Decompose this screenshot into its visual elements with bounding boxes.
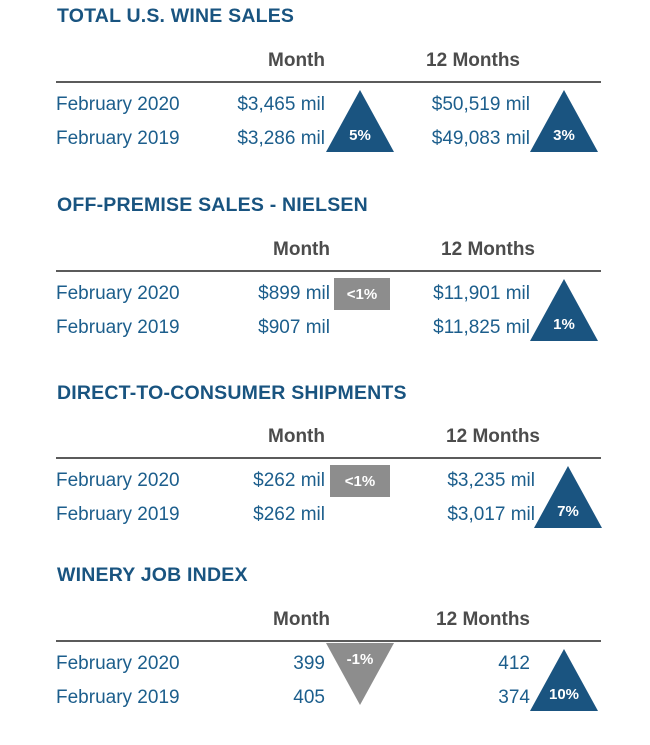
month-change-indicator-triangle-down-icon: -1%	[326, 643, 394, 705]
month-change-value: 5%	[349, 127, 371, 144]
column-header-12-months: 12 Months	[426, 50, 520, 71]
column-header-month: Month	[268, 426, 325, 447]
row-label: February 2020	[56, 94, 180, 115]
twelve-month-change-indicator-triangle-up-icon: 10%	[530, 649, 598, 711]
twelve-month-value: 412	[498, 653, 530, 674]
twelve-month-change-value: 3%	[553, 127, 575, 144]
twelve-month-change-value: 1%	[553, 316, 575, 333]
table-rule	[56, 640, 601, 642]
row-label: February 2020	[56, 283, 180, 304]
twelve-month-value: 374	[498, 687, 530, 708]
month-value: 399	[293, 653, 325, 674]
twelve-month-value: $11,825 mil	[433, 317, 530, 338]
section-title: OFF-PREMISE SALES - NIELSEN	[57, 194, 368, 216]
column-header-12-months: 12 Months	[436, 609, 530, 630]
month-change-indicator-flat-badge: <1%	[334, 278, 390, 310]
twelve-month-change-indicator-triangle-up-icon: 1%	[530, 279, 598, 341]
twelve-month-value: $11,901 mil	[433, 283, 530, 304]
twelve-month-change-indicator-triangle-up-icon: 3%	[530, 90, 598, 152]
table-rule	[56, 270, 601, 272]
column-header-12-months: 12 Months	[446, 426, 540, 447]
row-label: February 2019	[56, 687, 180, 708]
row-label: February 2020	[56, 653, 180, 674]
twelve-month-value: $3,017 mil	[447, 504, 535, 525]
month-value: $262 mil	[253, 504, 325, 525]
month-change-value: <1%	[346, 285, 378, 303]
row-label: February 2019	[56, 317, 180, 338]
column-header-month: Month	[273, 609, 330, 630]
month-value: $3,465 mil	[237, 94, 325, 115]
month-change-value: <1%	[344, 472, 376, 490]
column-header-12-months: 12 Months	[441, 239, 535, 260]
column-header-month: Month	[268, 50, 325, 71]
section-title: TOTAL U.S. WINE SALES	[57, 5, 295, 27]
month-change-value: -1%	[346, 651, 374, 668]
twelve-month-change-value: 10%	[548, 686, 580, 703]
twelve-month-change-indicator-triangle-up-icon: 7%	[534, 466, 602, 528]
section-title: WINERY JOB INDEX	[57, 564, 248, 586]
twelve-month-value: $49,083 mil	[431, 128, 530, 149]
month-change-indicator-triangle-up-icon: 5%	[326, 90, 394, 152]
row-label: February 2020	[56, 470, 180, 491]
twelve-month-value: $50,519 mil	[431, 94, 530, 115]
month-value: $3,286 mil	[237, 128, 325, 149]
table-rule	[56, 457, 601, 459]
month-value: 405	[293, 687, 325, 708]
section-title: DIRECT-TO-CONSUMER SHIPMENTS	[57, 382, 407, 404]
row-label: February 2019	[56, 128, 180, 149]
month-value: $262 mil	[253, 470, 325, 491]
month-value: $907 mil	[258, 317, 330, 338]
table-rule	[56, 81, 601, 83]
column-header-month: Month	[273, 239, 330, 260]
month-change-indicator-flat-badge: <1%	[330, 465, 390, 497]
month-value: $899 mil	[258, 283, 330, 304]
row-label: February 2019	[56, 504, 180, 525]
twelve-month-change-value: 7%	[557, 503, 579, 520]
twelve-month-value: $3,235 mil	[447, 470, 535, 491]
